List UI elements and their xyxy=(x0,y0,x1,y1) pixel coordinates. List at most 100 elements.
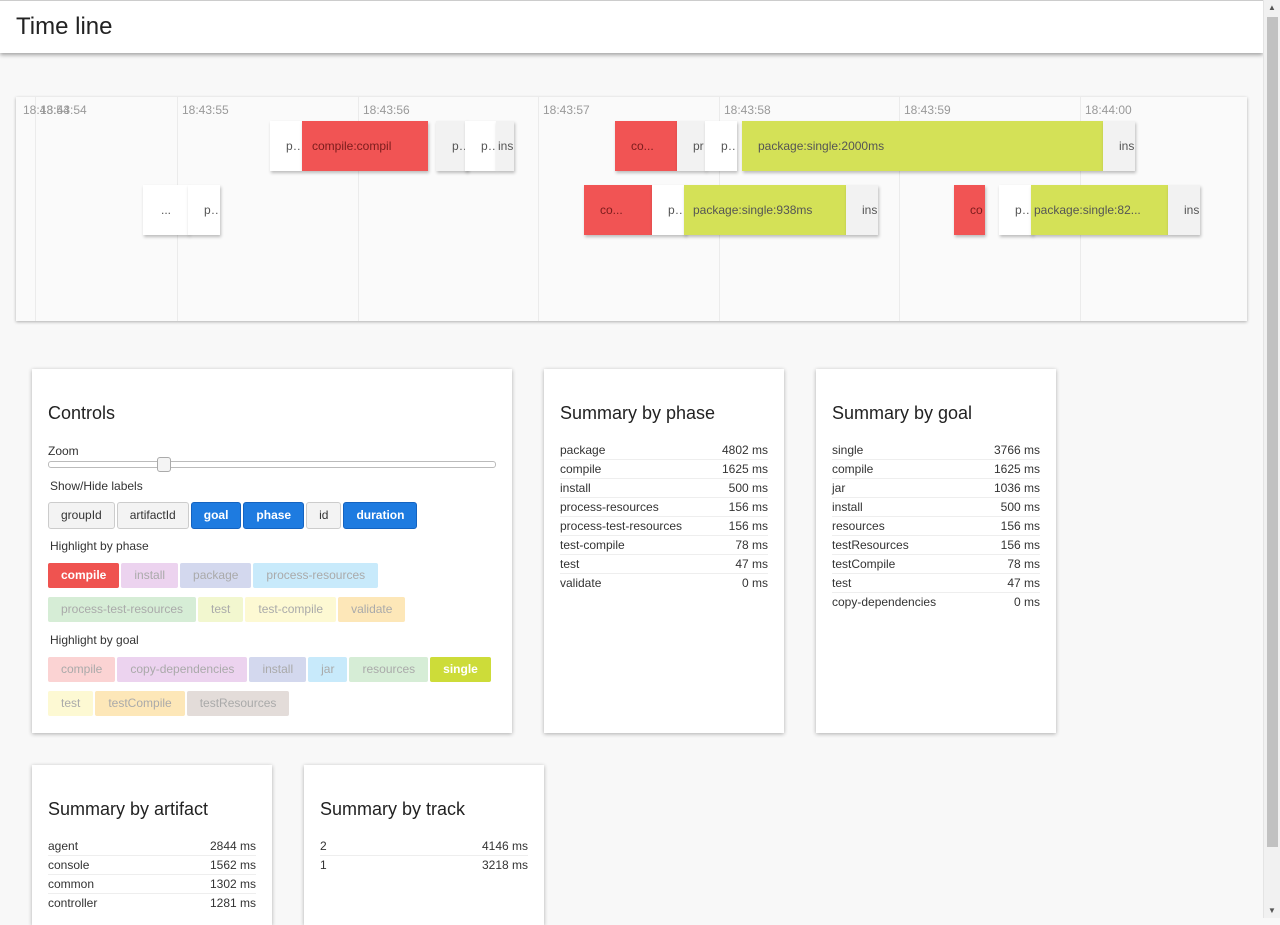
list-item: console 1562 ms xyxy=(48,856,256,875)
scroll-down-icon[interactable]: ▼ xyxy=(1268,906,1276,915)
timeline-bar[interactable]: package:single:2000ms xyxy=(742,121,1103,171)
timeline-bar[interactable]: pac xyxy=(436,121,468,171)
zoom-label: Zoom xyxy=(48,444,79,458)
list-item: single 3766 ms xyxy=(832,441,1040,460)
timeline-bar[interactable]: pac xyxy=(705,121,737,171)
goal-chip-test[interactable]: test xyxy=(48,691,94,716)
timeline-bar[interactable]: pr xyxy=(677,121,706,171)
goal-chip-row-2: test testCompile testResources xyxy=(48,691,291,716)
timeline-gridline xyxy=(358,97,359,321)
highlight-goal-label: Highlight by goal xyxy=(50,633,139,647)
summary-artifact-title: Summary by artifact xyxy=(48,799,209,819)
summary-track-title: Summary by track xyxy=(320,799,466,819)
timeline-bar[interactable]: ins xyxy=(846,185,878,235)
list-item: package 4802 ms xyxy=(560,441,768,460)
phase-chip-test[interactable]: test xyxy=(198,597,244,622)
timeline-bar[interactable]: package:single:82... xyxy=(1031,185,1168,235)
label-toggle-group: groupId artifactId goal phase id duratio… xyxy=(48,502,419,529)
goal-chip-copy-dependencies[interactable]: copy-dependencies xyxy=(117,657,248,682)
list-item: install 500 ms xyxy=(560,479,768,498)
list-item: 2 4146 ms xyxy=(320,837,528,856)
list-item: testResources 156 ms xyxy=(832,536,1040,555)
vertical-scrollbar[interactable]: ▲ ▼ xyxy=(1263,0,1280,918)
list-item: install 500 ms xyxy=(832,498,1040,517)
list-item: testCompile 78 ms xyxy=(832,555,1040,574)
timeline-bar[interactable]: pac xyxy=(999,185,1033,235)
phase-chip-row-1: compile install package process-resource… xyxy=(48,563,380,588)
phase-chip-install[interactable]: install xyxy=(121,563,179,588)
list-item: validate 0 ms xyxy=(560,576,768,590)
summary-by-goal-card: Summary by goal single 3766 ms compile 162… xyxy=(816,369,1056,733)
list-item: test 47 ms xyxy=(832,574,1040,593)
toggle-phase-button[interactable]: phase xyxy=(243,502,305,529)
timeline-bar[interactable]: pac xyxy=(465,121,496,171)
goal-chip-compile[interactable]: compile xyxy=(48,657,116,682)
phase-chip-package[interactable]: package xyxy=(180,563,252,588)
phase-chip-row-2: process-test-resources test test-compile… xyxy=(48,597,407,622)
list-item: test-compile 78 ms xyxy=(560,536,768,555)
list-item: compile 1625 ms xyxy=(832,460,1040,479)
timeline-panel[interactable]: 18:43:54 18:43:54 18:43:55 18:43:56 18:4… xyxy=(16,97,1247,321)
scroll-up-icon[interactable]: ▲ xyxy=(1268,3,1276,12)
timeline-bar[interactable]: co... xyxy=(584,185,652,235)
timeline-bar[interactable]: compile:compil xyxy=(302,121,428,171)
list-item: jar 1036 ms xyxy=(832,479,1040,498)
phase-chip-validate[interactable]: validate xyxy=(338,597,406,622)
goal-chip-install[interactable]: install xyxy=(249,657,307,682)
timeline-tick-label: 18:43:55 xyxy=(182,103,229,117)
goal-chip-row-1: compile copy-dependencies install jar re… xyxy=(48,657,493,682)
goal-chip-jar[interactable]: jar xyxy=(308,657,348,682)
list-item: controller 1281 ms xyxy=(48,896,256,910)
summary-goal-title: Summary by goal xyxy=(832,403,973,423)
goal-chip-testresources[interactable]: testResources xyxy=(186,691,290,716)
list-item: resources 156 ms xyxy=(832,517,1040,536)
summary-phase-title: Summary by phase xyxy=(560,403,716,423)
timeline-bar[interactable]: pro xyxy=(270,121,302,171)
timeline-bar[interactable]: ins xyxy=(1103,121,1135,171)
summary-by-artifact-card: Summary by artifact agent 2844 ms console… xyxy=(32,765,272,925)
toggle-id-button[interactable]: id xyxy=(306,502,342,529)
phase-chip-test-compile[interactable]: test-compile xyxy=(245,597,337,622)
timeline-tick-label: 18:43:54 xyxy=(40,103,87,117)
timeline-gridline xyxy=(538,97,539,321)
page-title: Time line xyxy=(16,13,113,40)
timeline-bar[interactable]: co xyxy=(954,185,985,235)
timeline-tick-label: 18:43:54 xyxy=(23,103,70,117)
goal-chip-single[interactable]: single xyxy=(430,657,491,682)
app-header: Time line xyxy=(0,0,1263,53)
timeline-bar[interactable]: ... xyxy=(143,185,189,235)
zoom-slider-handle[interactable] xyxy=(157,457,171,472)
toggle-duration-button[interactable]: duration xyxy=(343,502,418,529)
timeline-tick-label: 18:43:58 xyxy=(724,103,771,117)
list-item: 1 3218 ms xyxy=(320,858,528,872)
list-item: agent 2844 ms xyxy=(48,837,256,856)
phase-chip-process-test-resources[interactable]: process-test-resources xyxy=(48,597,197,622)
timeline-tick-label: 18:44:00 xyxy=(1085,103,1132,117)
timeline-tick-label: 18:43:57 xyxy=(543,103,590,117)
phase-chip-process-resources[interactable]: process-resources xyxy=(253,563,379,588)
zoom-slider[interactable] xyxy=(48,457,496,472)
goal-chip-resources[interactable]: resources xyxy=(349,657,429,682)
timeline-bar[interactable]: pac xyxy=(188,185,220,235)
timeline-bar[interactable]: pac xyxy=(652,185,686,235)
toggle-groupid-button[interactable]: groupId xyxy=(48,502,115,529)
highlight-phase-label: Highlight by phase xyxy=(50,539,149,553)
list-item: process-test-resources 156 ms xyxy=(560,517,768,536)
goal-chip-testcompile[interactable]: testCompile xyxy=(95,691,185,716)
summary-track-list: 2 4146 ms 1 3218 ms xyxy=(320,837,528,875)
controls-title: Controls xyxy=(48,403,116,423)
timeline-tick-label: 18:43:59 xyxy=(904,103,951,117)
timeline-bar[interactable]: ins xyxy=(496,121,514,171)
phase-chip-compile[interactable]: compile xyxy=(48,563,120,588)
timeline-gridline xyxy=(35,97,36,321)
timeline-bar[interactable]: co... xyxy=(615,121,677,171)
summary-artifact-list: agent 2844 ms console 1562 ms common 1302 m… xyxy=(48,837,256,913)
toggle-goal-button[interactable]: goal xyxy=(190,502,242,529)
list-item: process-resources 156 ms xyxy=(560,498,768,517)
toggle-artifactid-button[interactable]: artifactId xyxy=(116,502,189,529)
scrollbar-thumb[interactable] xyxy=(1267,17,1278,847)
timeline-bar[interactable]: package:single:938ms xyxy=(684,185,846,235)
list-item: common 1302 ms xyxy=(48,875,256,894)
timeline-gridline xyxy=(899,97,900,321)
timeline-bar[interactable]: ins xyxy=(1168,185,1200,235)
